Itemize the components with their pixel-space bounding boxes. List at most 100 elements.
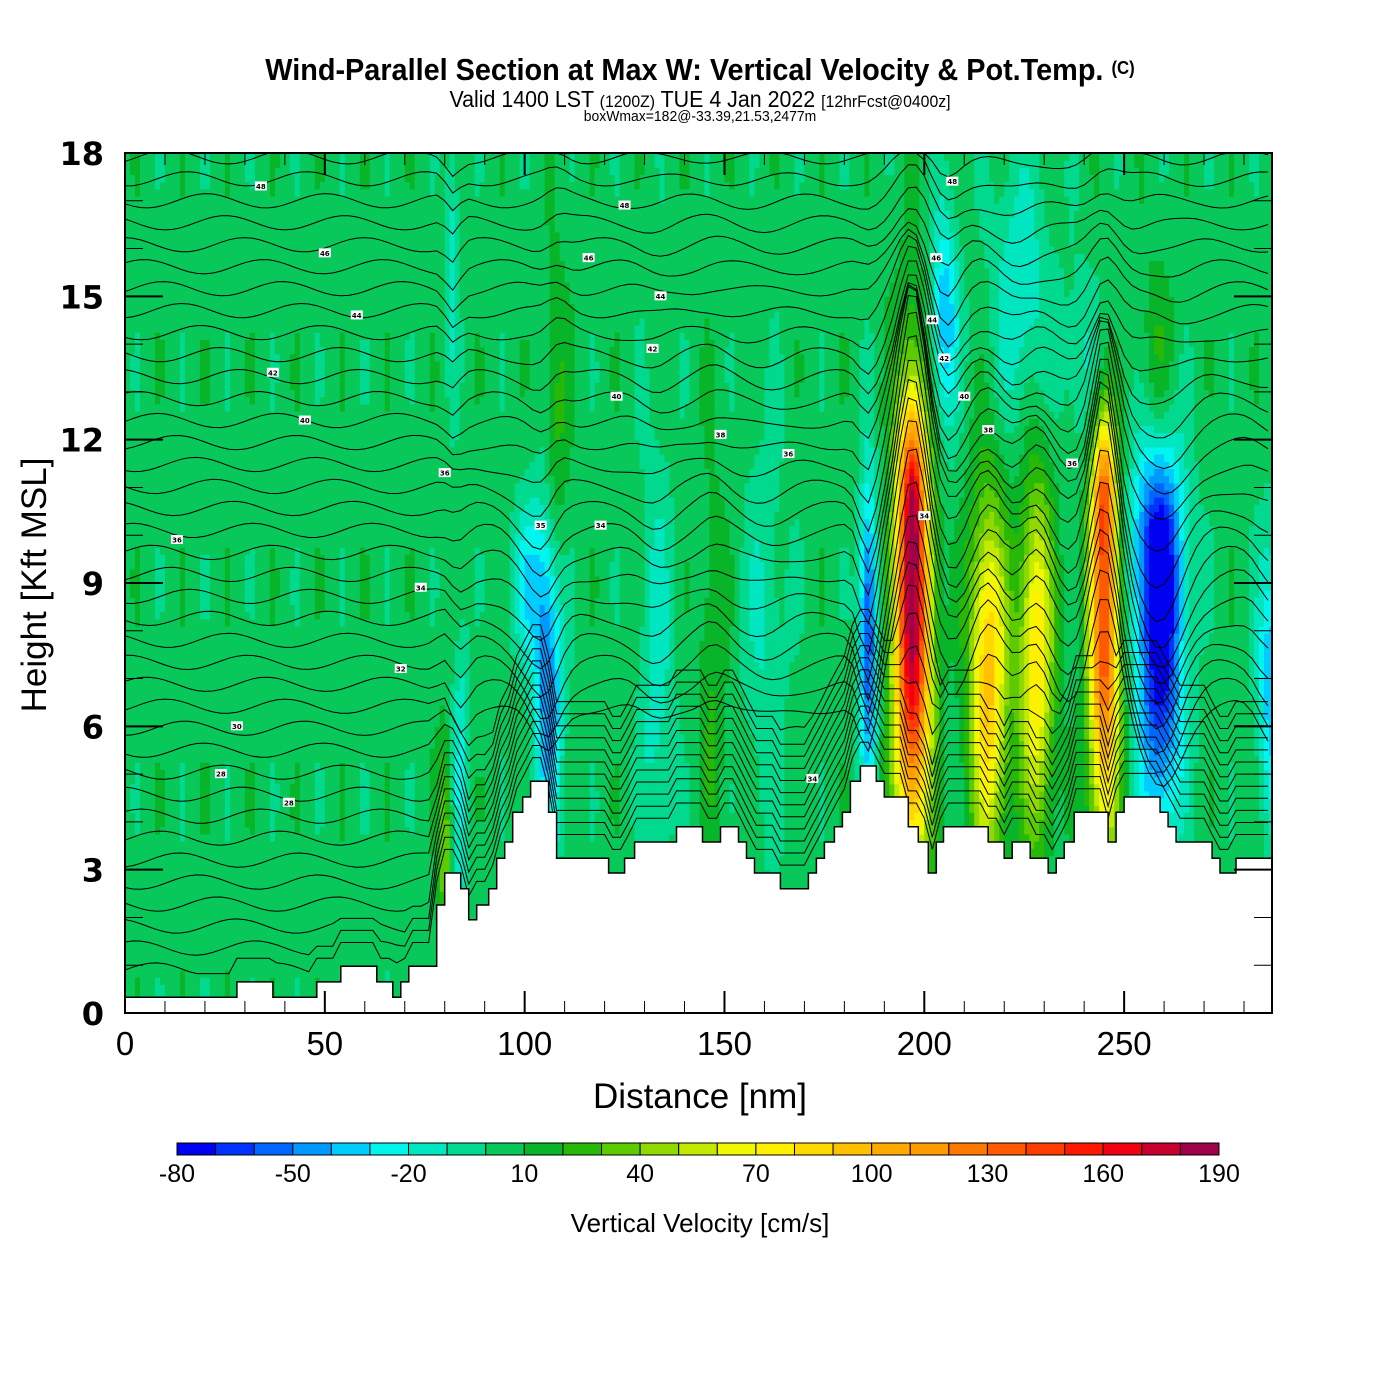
- w-cell: [329, 554, 336, 563]
- w-cell: [254, 274, 261, 283]
- w-cell: [264, 783, 271, 792]
- w-cell: [199, 991, 206, 1000]
- w-cell: [194, 676, 201, 684]
- w-cell: [179, 812, 186, 821]
- w-cell: [184, 561, 191, 570]
- w-cell: [309, 869, 316, 878]
- w-cell: [139, 790, 146, 799]
- w-cell: [234, 669, 241, 677]
- w-cell: [249, 518, 256, 527]
- w-cell: [154, 927, 161, 935]
- w-cell: [159, 518, 166, 527]
- w-cell: [269, 690, 276, 699]
- w-cell: [144, 568, 151, 577]
- w-cell: [174, 518, 181, 527]
- w-cell: [214, 955, 221, 964]
- w-cell: [209, 633, 216, 641]
- w-cell: [289, 310, 296, 319]
- w-cell: [219, 633, 226, 641]
- w-cell: [224, 934, 231, 942]
- w-cell: [254, 597, 261, 606]
- w-cell: [239, 167, 246, 176]
- w-cell: [224, 332, 231, 340]
- w-cell: [204, 561, 211, 570]
- w-cell: [299, 676, 306, 684]
- w-cell: [249, 962, 256, 971]
- w-cell: [274, 726, 281, 735]
- w-cell: [259, 518, 266, 527]
- w-cell: [209, 697, 216, 706]
- w-cell: [204, 934, 211, 942]
- w-cell: [204, 188, 211, 197]
- w-cell: [279, 712, 286, 720]
- w-cell: [139, 726, 146, 735]
- w-cell: [299, 475, 306, 484]
- w-cell: [284, 303, 291, 312]
- w-cell: [254, 346, 261, 355]
- w-cell: [254, 927, 261, 935]
- w-cell: [284, 912, 291, 921]
- w-cell: [289, 224, 296, 233]
- w-cell: [309, 747, 316, 756]
- w-cell: [139, 540, 146, 548]
- w-cell: [309, 683, 316, 692]
- w-cell: [129, 475, 136, 484]
- w-cell: [154, 955, 161, 964]
- w-cell: [319, 339, 326, 348]
- w-cell: [144, 153, 151, 161]
- w-cell: [139, 310, 146, 319]
- w-cell: [269, 798, 276, 806]
- w-cell: [244, 733, 251, 742]
- w-cell: [179, 368, 186, 376]
- w-cell: [154, 403, 161, 412]
- w-cell: [289, 934, 296, 942]
- w-cell: [214, 812, 221, 821]
- w-cell: [224, 597, 231, 606]
- w-cell: [264, 497, 271, 505]
- w-cell: [199, 941, 206, 950]
- w-cell: [294, 726, 301, 735]
- w-cell: [269, 719, 276, 727]
- w-cell: [289, 590, 296, 598]
- w-cell: [249, 783, 256, 792]
- w-cell: [189, 826, 196, 835]
- w-cell: [159, 984, 166, 993]
- w-cell: [264, 776, 271, 785]
- w-cell: [164, 884, 171, 892]
- w-cell: [314, 783, 321, 792]
- w-cell: [174, 403, 181, 412]
- w-cell: [239, 962, 246, 971]
- w-cell: [329, 575, 336, 584]
- w-cell: [139, 368, 146, 376]
- w-cell: [189, 919, 196, 928]
- w-cell: [214, 489, 221, 498]
- w-cell: [269, 841, 276, 849]
- w-cell: [199, 712, 206, 720]
- w-cell: [125, 260, 131, 269]
- w-cell: [169, 181, 176, 190]
- w-cell: [184, 604, 191, 613]
- w-cell: [219, 253, 226, 262]
- w-cell: [129, 518, 136, 527]
- w-cell: [309, 690, 316, 699]
- w-cell: [184, 246, 191, 254]
- w-cell: [184, 647, 191, 656]
- w-cell: [179, 977, 186, 985]
- w-cell: [249, 382, 256, 391]
- w-cell: [329, 661, 336, 670]
- w-cell: [239, 640, 246, 649]
- w-cell: [199, 332, 206, 340]
- w-cell: [314, 289, 321, 297]
- w-cell: [249, 411, 256, 419]
- w-cell: [174, 841, 181, 849]
- w-cell: [144, 626, 151, 634]
- w-cell: [154, 991, 161, 1000]
- w-cell: [224, 833, 231, 842]
- w-cell: [169, 719, 176, 727]
- w-cell: [269, 217, 276, 226]
- w-cell: [309, 726, 316, 735]
- w-cell: [304, 475, 311, 484]
- w-cell: [139, 554, 146, 563]
- w-cell: [264, 188, 271, 197]
- w-cell: [189, 353, 196, 362]
